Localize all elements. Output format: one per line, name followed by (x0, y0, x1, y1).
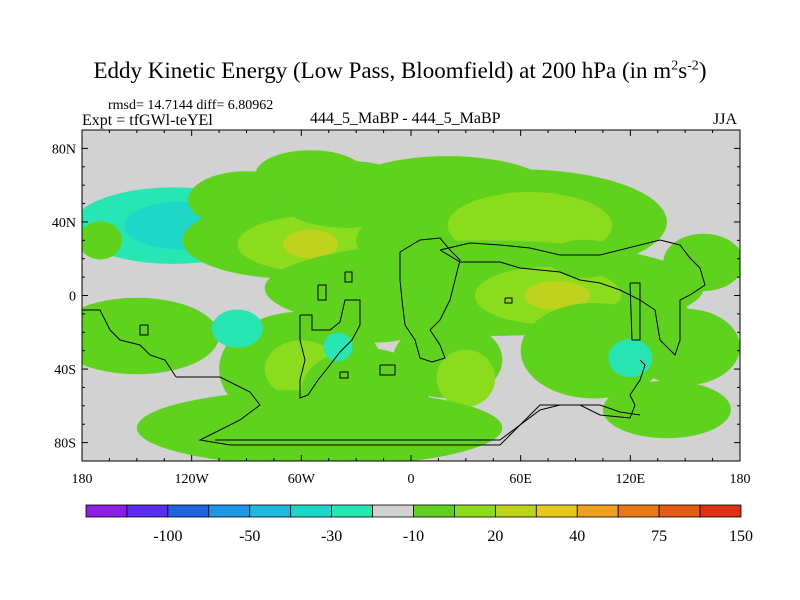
coastline-outlines (82, 237, 706, 446)
colorbar-swatch-2 (167, 504, 210, 518)
panel-label: 444_5_MaBP - 444_5_MaBP (310, 110, 501, 127)
coastline-indonesia (504, 297, 513, 304)
colorbar-label: 20 (487, 528, 503, 545)
colorbar-swatch-14 (658, 504, 701, 518)
x-tick-label: 120E (616, 472, 646, 487)
chart-title: Eddy Kinetic Energy (Low Pass, Bloomfiel… (93, 58, 707, 83)
colorbar-swatch-1 (126, 504, 169, 518)
colorbar-swatch-3 (208, 504, 251, 518)
coastline-west-coast (82, 309, 177, 378)
colorbar-swatch-4 (249, 504, 292, 518)
x-tick-label: 60E (509, 472, 532, 487)
field-blob-32 (82, 221, 123, 260)
x-axis: 180 120W 60W 0 60E 120E 180 (72, 130, 751, 487)
x-tick-label: 120W (175, 472, 210, 487)
field-blob-22 (602, 380, 731, 439)
y-tick-label: 40N (52, 216, 76, 231)
x-tick-label: 180 (72, 472, 93, 487)
colorbar-label: -10 (403, 528, 424, 545)
field-blob-20 (436, 349, 496, 407)
y-tick-label: 40S (54, 363, 76, 378)
y-tick-label: 80N (52, 142, 76, 157)
colorbar-label: 75 (651, 528, 667, 545)
colorbar-swatch-6 (331, 504, 373, 518)
field-blob-31 (548, 239, 622, 278)
y-axis: 80N 40N 0 40S 80S (52, 142, 740, 452)
season-label: JJA (713, 111, 738, 128)
colorbar-swatch-11 (535, 504, 578, 518)
coastline-west-small-island (139, 324, 149, 336)
colorbar-swatch-7 (372, 504, 414, 518)
field-blob-21 (136, 389, 503, 461)
y-tick-label: 0 (69, 290, 76, 305)
experiment-label: Expt = tfGWl-teYEl (82, 112, 213, 129)
coastline-pacific-island (339, 371, 349, 379)
x-tick-label: 0 (408, 472, 415, 487)
coastline-southern-shelf (176, 359, 646, 446)
colorbar-swatch-8 (413, 504, 455, 518)
field-blob-26 (602, 294, 695, 352)
coastline-asia (439, 239, 706, 356)
field-blob-29 (211, 309, 263, 348)
field-blob-28 (608, 338, 653, 378)
coastline-south-america (317, 284, 327, 301)
coastline-australia (629, 282, 641, 341)
colorbar: -100 -50 -30 -10 20 40 75 150 (85, 504, 753, 545)
stats-label: rmsd= 14.7144 diff= 6.80962 (108, 98, 274, 113)
field-blob-13 (524, 281, 591, 310)
coastline-south-america-east (299, 299, 361, 399)
colorbar-swatch-15 (699, 504, 742, 518)
field-blob-24 (663, 233, 740, 292)
colorbar-swatch-0 (85, 504, 128, 518)
coastline-antarctica (215, 404, 641, 441)
colorbar-label: -100 (153, 528, 182, 545)
coastline-greenland (344, 271, 353, 283)
colorbar-swatch-13 (617, 504, 660, 518)
field-blob-27 (356, 216, 430, 265)
field-blob-7 (255, 150, 366, 199)
field-blob-5 (283, 229, 338, 259)
field-blob-30 (323, 332, 353, 362)
colorbar-label: -50 (239, 528, 260, 545)
coastline-atlantic-island (379, 364, 396, 376)
colorbar-swatch-9 (454, 504, 496, 518)
y-tick-label: 80S (54, 437, 76, 452)
colorbar-label: 150 (729, 528, 753, 545)
x-tick-label: 60W (288, 472, 316, 487)
colorbar-label: 40 (569, 528, 585, 545)
colorbar-swatch-10 (494, 504, 537, 518)
colorbar-swatch-5 (290, 504, 333, 518)
x-tick-label: 180 (730, 472, 751, 487)
colorbar-label: -30 (321, 528, 342, 545)
field-blob-15 (82, 297, 220, 375)
colorbar-swatch-12 (576, 504, 619, 518)
